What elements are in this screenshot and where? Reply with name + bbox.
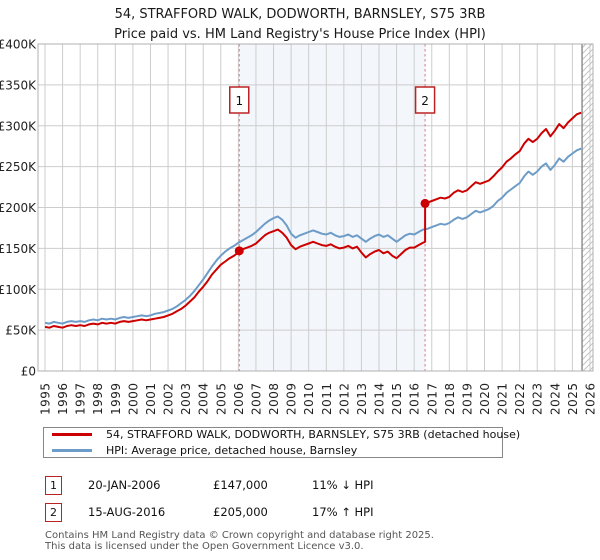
sale-date-2: 15-AUG-2016 <box>88 505 166 519</box>
y-tick-label: £350K <box>0 78 37 92</box>
x-tick-label: 1999 <box>109 382 123 415</box>
x-tick-label: 2020 <box>478 382 492 415</box>
chart-title: 54, STRAFFORD WALK, DODWORTH, BARNSLEY, … <box>0 5 600 44</box>
x-tick-label: 2016 <box>408 382 422 415</box>
hpi-line-swatch <box>52 449 92 452</box>
sale-annotation-num-2: 2 <box>421 94 429 108</box>
legend-label-hpi: HPI: Average price, detached house, Barn… <box>106 444 358 457</box>
x-tick-label: 2026 <box>583 382 597 415</box>
legend-item-hpi: HPI: Average price, detached house, Barn… <box>44 444 502 457</box>
hpi-series-line <box>44 147 582 325</box>
license-footer: Contains HM Land Registry data © Crown c… <box>45 530 434 552</box>
future-hatch-region <box>582 44 593 371</box>
sale-annotation-box-2 <box>414 86 436 114</box>
property-series-line <box>44 111 582 329</box>
sale-marker-2 <box>420 198 430 208</box>
sale-date-1: 20-JAN-2006 <box>88 478 161 492</box>
x-tick-label: 2021 <box>496 382 510 415</box>
x-tick-label: 2007 <box>249 382 263 415</box>
sale-hpi-delta-2: 17% ↑ HPI <box>312 505 374 519</box>
sale-annotation-num-1: 1 <box>235 94 243 108</box>
x-tick-label: 2025 <box>566 382 580 415</box>
price-history-chart: 1 2 £0 £50K £100K £150K £200K £250K £300K £350K £4… <box>0 38 597 416</box>
legend: 54, STRAFFORD WALK, DODWORTH, BARNSLEY, … <box>43 427 520 458</box>
x-tick-label: 2013 <box>355 382 369 415</box>
sale-price-2: £205,000 <box>213 505 268 519</box>
x-tick-label: 2003 <box>179 382 193 415</box>
x-tick-label: 1996 <box>56 382 70 415</box>
x-tick-label: 2004 <box>197 382 211 415</box>
sale-price-1: £147,000 <box>213 478 268 492</box>
x-tick-label: 2011 <box>320 382 334 415</box>
plot-border <box>37 43 594 372</box>
y-tick-label: £200K <box>0 201 37 215</box>
x-tick-label: 2010 <box>302 382 316 415</box>
y-tick-label: £50K <box>5 324 37 338</box>
x-tick-label: 2017 <box>425 382 439 415</box>
x-tick-label: 2002 <box>162 382 176 415</box>
sale-annotation-box-1 <box>229 86 250 114</box>
sale-number-badge-2: 2 <box>45 503 62 522</box>
x-tick-label: 2023 <box>531 382 545 415</box>
sale-hpi-delta-1: 11% ↓ HPI <box>312 478 374 492</box>
x-tick-label: 2018 <box>443 382 457 415</box>
sale-row-1: 1 20-JAN-2006 £147,000 11% ↓ HPI <box>0 476 600 498</box>
x-tick-label: 2005 <box>214 382 228 415</box>
x-tick-label: 2000 <box>126 382 140 415</box>
x-tick-label: 2024 <box>548 382 562 415</box>
x-tick-label: 2019 <box>460 382 474 415</box>
x-tick-label: 1998 <box>91 382 105 415</box>
footer-line2: This data is licensed under the Open Gov… <box>45 541 364 553</box>
sale-marker-1 <box>234 246 244 256</box>
legend-item-property: 54, STRAFFORD WALK, DODWORTH, BARNSLEY, … <box>44 428 520 441</box>
x-tick-label: 2022 <box>513 382 527 415</box>
y-tick-label: £400K <box>0 38 37 52</box>
y-tick-label: £150K <box>0 242 37 256</box>
y-tick-label: £100K <box>0 283 37 297</box>
footer-line1: Contains HM Land Registry data © Crown c… <box>45 530 434 541</box>
x-tick-label: 2012 <box>337 382 351 415</box>
x-tick-label: 1997 <box>74 382 88 415</box>
legend-label-property: 54, STRAFFORD WALK, DODWORTH, BARNSLEY, … <box>106 428 521 441</box>
y-tick-label: £300K <box>0 119 37 133</box>
sale-number-badge-1: 1 <box>45 476 62 495</box>
x-tick-label: 1995 <box>39 382 53 415</box>
y-tick-label: £250K <box>0 160 37 174</box>
x-tick-label: 2001 <box>144 382 158 415</box>
chart-title-line2: Price paid vs. HM Land Registry's House … <box>114 26 486 42</box>
y-tick-label: £0 <box>21 365 36 379</box>
x-tick-label: 2008 <box>267 382 281 415</box>
property-line-swatch <box>52 433 92 436</box>
sale-row-2: 2 15-AUG-2016 £205,000 17% ↑ HPI <box>0 503 600 525</box>
x-tick-label: 2006 <box>232 382 246 415</box>
x-tick-label: 2014 <box>373 382 387 415</box>
x-tick-label: 2015 <box>390 382 404 415</box>
x-tick-label: 2009 <box>285 382 299 415</box>
chart-title-line1: 54, STRAFFORD WALK, DODWORTH, BARNSLEY, … <box>114 7 486 22</box>
